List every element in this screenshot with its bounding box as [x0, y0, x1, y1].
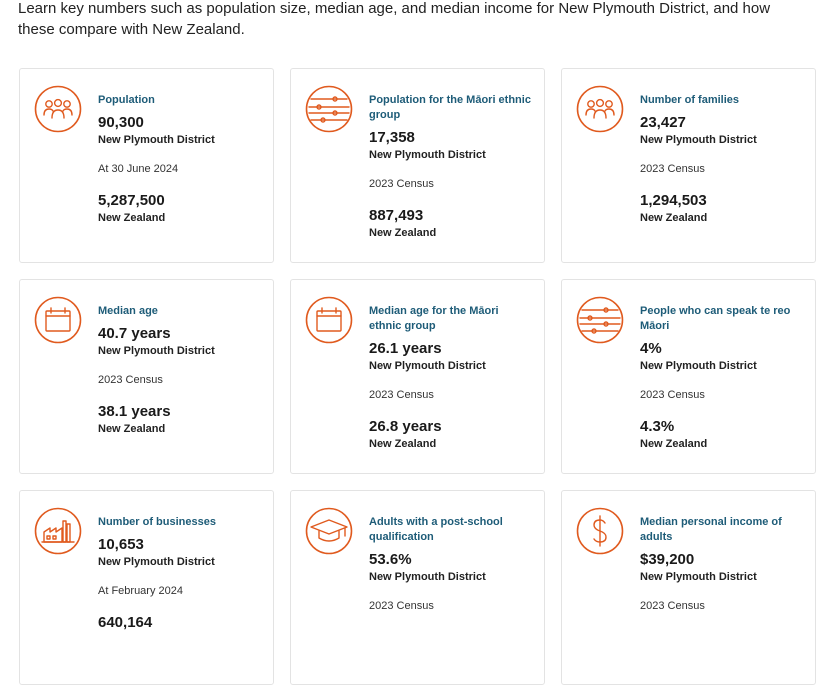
- card-value: 53.6%: [369, 551, 412, 568]
- dollar-icon: [576, 507, 624, 555]
- people-icon: [34, 85, 82, 133]
- ethnic-group-icon: [305, 85, 353, 133]
- people-icon: [576, 85, 624, 133]
- card-place: New Plymouth District: [640, 134, 757, 146]
- card-label: Population for the Māori ethnic group: [369, 94, 531, 121]
- card-note: 2023 Census: [369, 178, 434, 190]
- card-value-nz: 640,164: [98, 614, 153, 631]
- card-place: New Plymouth District: [640, 360, 757, 372]
- card-value: 26.1 years: [369, 340, 442, 357]
- card-note: 2023 Census: [369, 600, 434, 612]
- card-value: 40.7 years: [98, 325, 171, 342]
- card-note: 2023 Census: [640, 600, 705, 612]
- card-label: Adults with a post-school qualification: [369, 516, 503, 543]
- card-value: 90,300: [98, 114, 144, 131]
- card-note: At February 2024: [98, 585, 183, 597]
- card-place-nz: New Zealand: [640, 212, 708, 224]
- card-median-age: Median age 40.7 years New Plymouth Distr…: [19, 279, 274, 474]
- card-value: 4%: [640, 340, 662, 357]
- calendar-icon: [305, 296, 353, 344]
- card-label: Number of families: [640, 94, 740, 106]
- card-value-nz: 887,493: [369, 207, 424, 224]
- card-place: New Plymouth District: [369, 571, 486, 583]
- card-place-nz: New Zealand: [98, 423, 166, 435]
- card-post-school-qualification: Adults with a post-school qualification …: [290, 490, 545, 685]
- factory-icon: [34, 507, 82, 555]
- card-maori-population: Population for the Māori ethnic group 17…: [290, 68, 545, 263]
- card-te-reo-speakers: People who can speak te reo Māori 4% New…: [561, 279, 816, 474]
- ethnic-group-icon: [576, 296, 624, 344]
- card-value: $39,200: [640, 551, 695, 568]
- card-value: 10,653: [98, 536, 144, 553]
- calendar-icon: [34, 296, 82, 344]
- card-businesses: Number of businesses 10,653 New Plymouth…: [19, 490, 274, 685]
- card-label: People who can speak te reo Māori: [640, 305, 791, 332]
- card-label: Median age: [98, 305, 158, 317]
- card-place: New Plymouth District: [369, 149, 486, 161]
- card-label: Median age for the Māori ethnic group: [369, 305, 499, 332]
- card-value-nz: 4.3%: [640, 418, 675, 435]
- card-place: New Plymouth District: [640, 571, 757, 583]
- card-place-nz: New Zealand: [369, 227, 437, 239]
- card-note: 2023 Census: [640, 389, 705, 401]
- card-place: New Plymouth District: [98, 134, 215, 146]
- card-value: 23,427: [640, 114, 686, 131]
- card-families: Number of families 23,427 New Plymouth D…: [561, 68, 816, 263]
- card-note: At 30 June 2024: [98, 163, 179, 175]
- card-place: New Plymouth District: [98, 556, 215, 568]
- graduation-cap-icon: [305, 507, 353, 555]
- card-label: Number of businesses: [98, 516, 216, 528]
- card-note: 2023 Census: [369, 389, 434, 401]
- card-value-nz: 5,287,500: [98, 192, 165, 209]
- card-label: Median personal income of adults: [640, 516, 782, 543]
- card-label: Population: [98, 94, 155, 106]
- card-place: New Plymouth District: [369, 360, 486, 372]
- card-value-nz: 26.8 years: [369, 418, 442, 435]
- card-median-income: Median personal income of adults $39,200…: [561, 490, 816, 685]
- card-value-nz: 38.1 years: [98, 403, 171, 420]
- card-maori-median-age: Median age for the Māori ethnic group 26…: [290, 279, 545, 474]
- intro-text: Learn key numbers such as population siz…: [18, 0, 771, 38]
- card-place-nz: New Zealand: [369, 438, 437, 450]
- card-value-nz: 1,294,503: [640, 192, 707, 209]
- card-population: Population 90,300 New Plymouth District …: [19, 68, 274, 263]
- card-note: 2023 Census: [640, 163, 705, 175]
- card-value: 17,358: [369, 129, 415, 146]
- card-place-nz: New Zealand: [98, 212, 166, 224]
- card-place-nz: New Zealand: [640, 438, 708, 450]
- card-note: 2023 Census: [98, 374, 163, 386]
- card-place: New Plymouth District: [98, 345, 215, 357]
